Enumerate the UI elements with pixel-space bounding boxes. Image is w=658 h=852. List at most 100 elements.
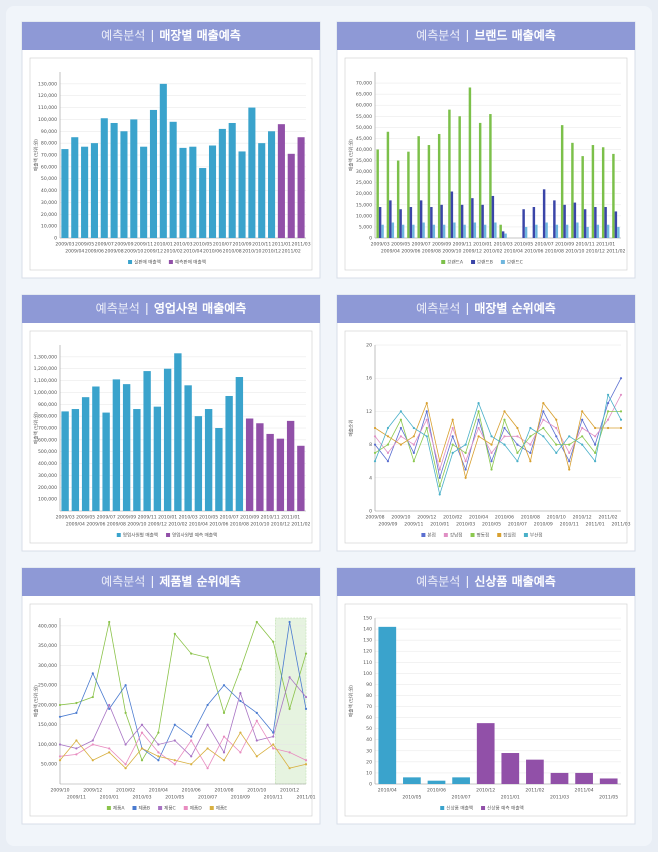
bar bbox=[442, 224, 446, 238]
point bbox=[157, 751, 160, 754]
bar bbox=[225, 395, 233, 511]
bar bbox=[422, 222, 425, 238]
point bbox=[173, 739, 176, 742]
point bbox=[190, 763, 193, 766]
y-tick-label: 80,000 bbox=[41, 141, 57, 147]
x-tick-label: 2010/07 bbox=[220, 515, 239, 521]
point bbox=[594, 460, 597, 463]
point bbox=[542, 435, 545, 438]
point bbox=[255, 620, 258, 624]
point bbox=[91, 695, 94, 699]
point bbox=[425, 435, 428, 438]
point bbox=[373, 443, 377, 446]
legend-swatch bbox=[470, 533, 475, 537]
bar bbox=[617, 226, 620, 238]
bar bbox=[245, 418, 254, 511]
y-tick-label: 250,000 bbox=[38, 683, 57, 689]
legend-swatch bbox=[106, 806, 111, 810]
bar bbox=[460, 204, 464, 238]
bar bbox=[524, 226, 528, 238]
point bbox=[206, 703, 209, 707]
x-tick-label: 2010/05 bbox=[199, 515, 218, 521]
x-tick-label: 2009/07 bbox=[412, 242, 431, 248]
x-tick-label: 2009/05 bbox=[76, 515, 95, 521]
point bbox=[516, 426, 519, 430]
bar bbox=[599, 778, 618, 784]
x-tick-label: 2010/12 bbox=[573, 515, 592, 521]
legend-swatch bbox=[500, 260, 505, 264]
bar bbox=[378, 207, 382, 238]
series-line bbox=[374, 393, 622, 496]
panel-title: 영업사원 매출예측 bbox=[154, 301, 247, 316]
x-tick-label: 2011/01 bbox=[586, 522, 605, 528]
point bbox=[222, 751, 226, 754]
bar bbox=[437, 133, 441, 238]
point bbox=[399, 418, 402, 421]
legend-swatch bbox=[132, 806, 137, 810]
point bbox=[619, 377, 623, 380]
point bbox=[451, 443, 454, 446]
x-tick-label: 2010/04 bbox=[504, 249, 523, 255]
point bbox=[75, 747, 78, 750]
x-tick-label: 2010/06 bbox=[182, 788, 201, 794]
x-tick-label: 2009/09 bbox=[117, 515, 136, 521]
point bbox=[373, 435, 377, 438]
legend-swatch bbox=[116, 533, 121, 537]
x-tick-label: 2009/08 bbox=[422, 249, 441, 255]
point bbox=[542, 426, 545, 430]
point bbox=[157, 755, 160, 758]
point bbox=[425, 418, 428, 421]
x-tick-label: 2010/09 bbox=[534, 522, 553, 528]
point bbox=[568, 451, 571, 454]
bar bbox=[276, 438, 285, 511]
point bbox=[516, 451, 519, 454]
x-tick-label: 2009/11 bbox=[67, 795, 86, 801]
point bbox=[555, 418, 558, 421]
point bbox=[503, 435, 506, 438]
point bbox=[464, 460, 467, 463]
legend-swatch bbox=[471, 260, 476, 264]
x-tick-label: 2010/04 bbox=[189, 522, 208, 528]
legend-swatch bbox=[481, 806, 486, 810]
x-tick-label: 2009/11 bbox=[138, 515, 157, 521]
y-tick-label: 45,000 bbox=[356, 136, 372, 142]
bar bbox=[169, 121, 177, 238]
x-tick-label: 2010/04 bbox=[469, 515, 488, 521]
series-line bbox=[59, 676, 307, 757]
x-tick-label: 2010/01 bbox=[430, 522, 449, 528]
panel-header bbox=[337, 295, 635, 323]
y-tick-label: 40 bbox=[366, 737, 372, 743]
x-tick-label: 2010/09 bbox=[555, 242, 574, 248]
bar bbox=[606, 224, 610, 238]
x-tick-label: 2010/10 bbox=[547, 515, 566, 521]
forecast-band bbox=[275, 617, 307, 785]
point bbox=[304, 695, 308, 699]
point bbox=[272, 735, 275, 738]
point bbox=[288, 751, 291, 754]
point bbox=[503, 426, 506, 430]
point bbox=[108, 620, 111, 624]
x-tick-label: 2010/12 bbox=[262, 249, 281, 255]
bar bbox=[266, 433, 274, 511]
point bbox=[140, 759, 144, 762]
y-tick-label: 0 bbox=[369, 509, 372, 515]
point bbox=[386, 443, 390, 446]
x-tick-label: 2009/06 bbox=[86, 522, 105, 528]
y-tick-label: 90 bbox=[366, 682, 372, 688]
point bbox=[272, 743, 275, 746]
bar bbox=[403, 777, 421, 784]
x-tick-label: 2010/06 bbox=[427, 788, 446, 794]
point bbox=[490, 468, 493, 471]
bar bbox=[591, 145, 595, 238]
y-tick-label: 25,000 bbox=[356, 180, 372, 186]
bar bbox=[174, 353, 182, 511]
point bbox=[594, 451, 597, 454]
bar bbox=[604, 207, 607, 238]
x-tick-label: 2010/10 bbox=[247, 788, 266, 794]
point bbox=[568, 443, 571, 446]
point bbox=[75, 753, 78, 756]
bar bbox=[71, 137, 79, 238]
point bbox=[173, 759, 176, 762]
x-tick-label: 2010/04 bbox=[378, 788, 397, 794]
point bbox=[451, 418, 454, 421]
